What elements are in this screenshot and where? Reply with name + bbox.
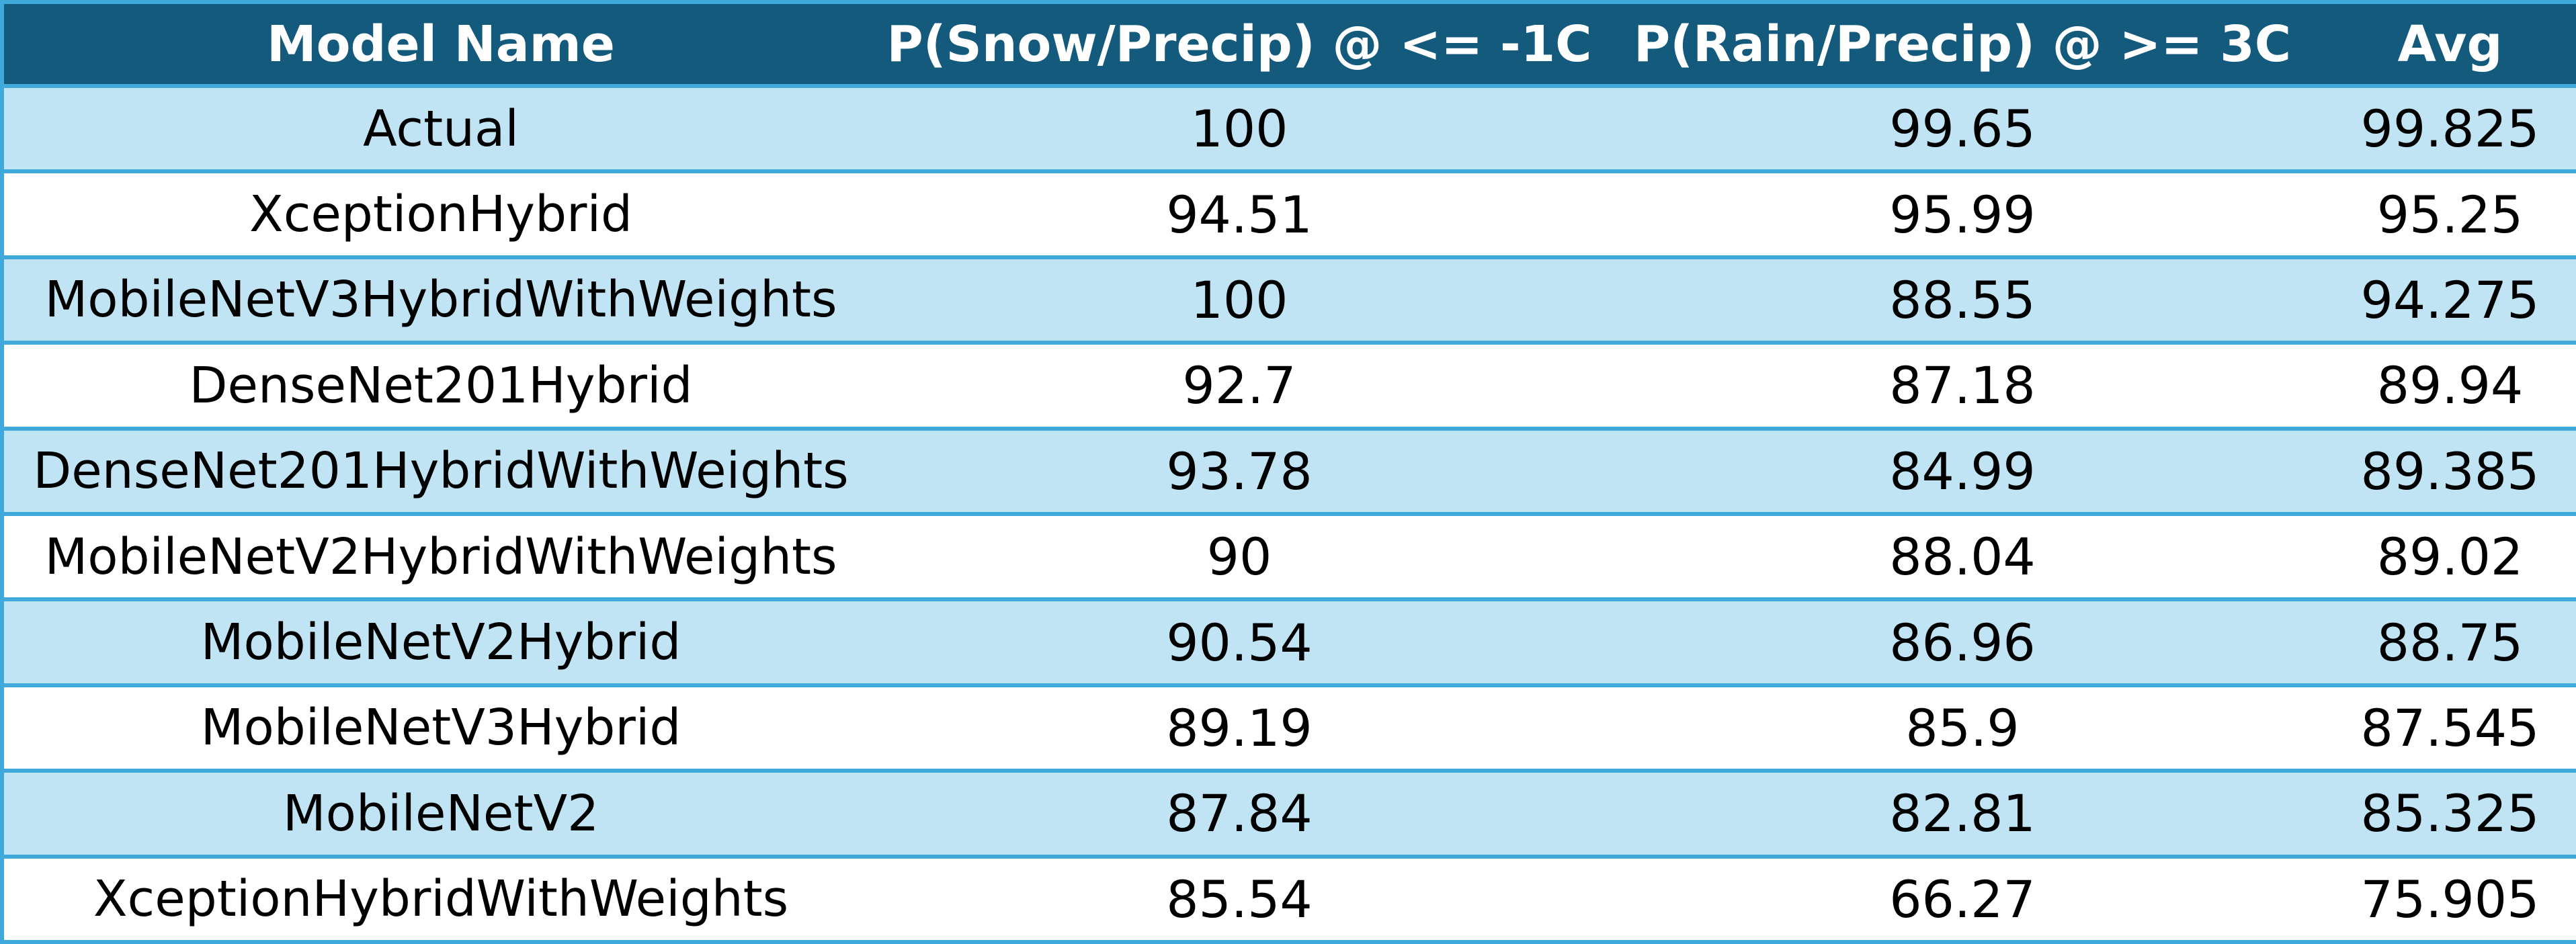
cell-average: 94.275 bbox=[2324, 255, 2576, 345]
cell-rain-probability: 87.18 bbox=[1601, 341, 2324, 431]
cell-rain-probability: 82.81 bbox=[1601, 769, 2324, 859]
cell-model-name: MobileNetV3HybridWithWeights bbox=[0, 255, 878, 345]
cell-average: 85.325 bbox=[2324, 769, 2576, 859]
table-row: MobileNetV2Hybrid 90.54 86.96 88.75 bbox=[0, 597, 2576, 687]
cell-model-name: DenseNet201HybridWithWeights bbox=[0, 426, 878, 516]
cell-snow-probability: 92.7 bbox=[878, 341, 1601, 431]
cell-model-name: MobileNetV2Hybrid bbox=[0, 597, 878, 687]
cell-snow-probability: 85.54 bbox=[878, 854, 1601, 944]
cell-average: 99.825 bbox=[2324, 83, 2576, 174]
cell-average: 95.25 bbox=[2324, 169, 2576, 259]
table-row: MobileNetV2 87.84 82.81 85.325 bbox=[0, 769, 2576, 859]
cell-snow-probability: 89.19 bbox=[878, 683, 1601, 773]
table-body: Actual 100 99.65 99.825 XceptionHybrid 9… bbox=[0, 83, 2576, 944]
cell-rain-probability: 88.04 bbox=[1601, 511, 2324, 602]
cell-average: 87.545 bbox=[2324, 683, 2576, 773]
header-model-name: Model Name bbox=[0, 0, 878, 88]
table-row: XceptionHybridWithWeights 85.54 66.27 75… bbox=[0, 854, 2576, 944]
cell-rain-probability: 85.9 bbox=[1601, 683, 2324, 773]
cell-snow-probability: 90.54 bbox=[878, 597, 1601, 687]
cell-model-name: MobileNetV2HybridWithWeights bbox=[0, 511, 878, 602]
header-rain-probability: P(Rain/Precip) @ >= 3C bbox=[1601, 0, 2324, 88]
cell-average: 89.02 bbox=[2324, 511, 2576, 602]
table-row: XceptionHybrid 94.51 95.99 95.25 bbox=[0, 169, 2576, 259]
cell-rain-probability: 84.99 bbox=[1601, 426, 2324, 516]
cell-snow-probability: 100 bbox=[878, 255, 1601, 345]
cell-rain-probability: 66.27 bbox=[1601, 854, 2324, 944]
cell-average: 89.385 bbox=[2324, 426, 2576, 516]
cell-snow-probability: 90 bbox=[878, 511, 1601, 602]
header-row: Model Name P(Snow/Precip) @ <= -1C P(Rai… bbox=[0, 0, 2576, 88]
cell-rain-probability: 95.99 bbox=[1601, 169, 2324, 259]
cell-model-name: XceptionHybridWithWeights bbox=[0, 854, 878, 944]
cell-rain-probability: 86.96 bbox=[1601, 597, 2324, 687]
header-average: Avg bbox=[2324, 0, 2576, 88]
cell-model-name: DenseNet201Hybrid bbox=[0, 341, 878, 431]
cell-snow-probability: 87.84 bbox=[878, 769, 1601, 859]
cell-snow-probability: 94.51 bbox=[878, 169, 1601, 259]
table-row: Actual 100 99.65 99.825 bbox=[0, 83, 2576, 174]
cell-average: 88.75 bbox=[2324, 597, 2576, 687]
cell-snow-probability: 100 bbox=[878, 83, 1601, 174]
cell-model-name: MobileNetV2 bbox=[0, 769, 878, 859]
cell-rain-probability: 99.65 bbox=[1601, 83, 2324, 174]
table-header: Model Name P(Snow/Precip) @ <= -1C P(Rai… bbox=[0, 0, 2576, 88]
cell-model-name: MobileNetV3Hybrid bbox=[0, 683, 878, 773]
table-row: MobileNetV2HybridWithWeights 90 88.04 89… bbox=[0, 511, 2576, 602]
cell-snow-probability: 93.78 bbox=[878, 426, 1601, 516]
table-row: MobileNetV3Hybrid 89.19 85.9 87.545 bbox=[0, 683, 2576, 773]
table-row: MobileNetV3HybridWithWeights 100 88.55 9… bbox=[0, 255, 2576, 345]
table-row: DenseNet201HybridWithWeights 93.78 84.99… bbox=[0, 426, 2576, 516]
cell-model-name: XceptionHybrid bbox=[0, 169, 878, 259]
header-snow-probability: P(Snow/Precip) @ <= -1C bbox=[878, 0, 1601, 88]
cell-average: 89.94 bbox=[2324, 341, 2576, 431]
cell-model-name: Actual bbox=[0, 83, 878, 174]
cell-rain-probability: 88.55 bbox=[1601, 255, 2324, 345]
table-row: DenseNet201Hybrid 92.7 87.18 89.94 bbox=[0, 341, 2576, 431]
cell-average: 75.905 bbox=[2324, 854, 2576, 944]
